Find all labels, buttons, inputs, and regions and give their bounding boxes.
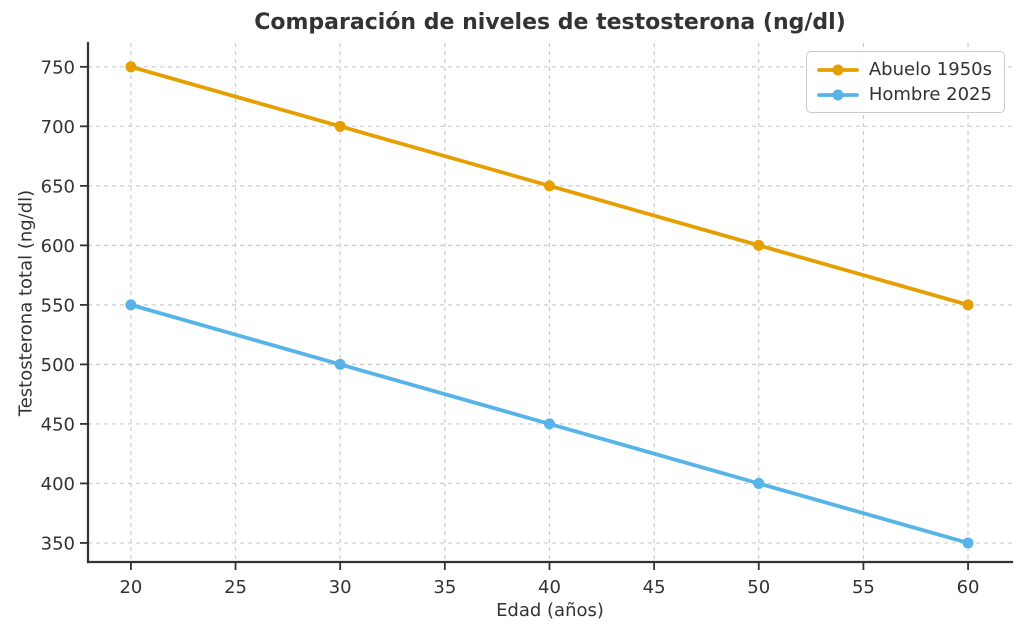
- legend-line-sample: [816, 89, 859, 100]
- legend-line-sample: [816, 64, 859, 75]
- x-axis-label: Edad (años): [496, 600, 604, 621]
- axis-ticks: 350 400 450 500 550 600 650 700 750 20 25 30 35 40 45 5…: [41, 57, 980, 598]
- x-tick-label: 40: [538, 577, 561, 598]
- y-tick-label: 350: [41, 533, 75, 554]
- legend: Abuelo 1950s Hombre 2025: [805, 51, 1005, 113]
- data-point-marker: [753, 477, 765, 489]
- data-series-layer: [125, 61, 974, 549]
- y-axis-label: Testosterona total (ng/dl): [15, 189, 37, 417]
- y-tick-label: 750: [41, 57, 75, 78]
- y-tick-label: 650: [41, 176, 75, 197]
- legend-sample-marker: [832, 64, 844, 75]
- x-tick-label: 60: [957, 577, 980, 598]
- x-tick-label: 50: [747, 577, 770, 598]
- data-point-marker: [125, 299, 137, 311]
- data-point-marker: [125, 61, 137, 73]
- legend-label: Hombre 2025: [868, 84, 992, 105]
- chart-title: Comparación de niveles de testosterona (…: [254, 10, 846, 35]
- y-tick-label: 550: [41, 295, 75, 316]
- data-point-marker: [962, 537, 974, 549]
- data-point-marker: [753, 239, 765, 251]
- x-tick-label: 45: [643, 577, 666, 598]
- x-tick-label: 20: [119, 577, 142, 598]
- x-tick-label: 25: [224, 577, 247, 598]
- y-tick-label: 500: [41, 355, 75, 376]
- legend-entry: Hombre 2025: [816, 84, 992, 105]
- y-tick-label: 450: [41, 414, 75, 435]
- data-point-marker: [543, 180, 555, 192]
- legend-entry: Abuelo 1950s: [816, 59, 992, 80]
- x-tick-label: 35: [433, 577, 456, 598]
- data-point-marker: [543, 418, 555, 430]
- legend-label: Abuelo 1950s: [868, 59, 992, 80]
- legend-sample-marker: [832, 89, 844, 100]
- data-point-marker: [962, 299, 974, 311]
- y-tick-label: 400: [41, 474, 75, 495]
- grid-layer: [88, 43, 1012, 562]
- y-tick-label: 600: [41, 236, 75, 257]
- y-tick-label: 700: [41, 117, 75, 138]
- data-point-marker: [334, 120, 346, 132]
- x-tick-label: 55: [852, 577, 875, 598]
- data-point-marker: [334, 358, 346, 370]
- x-tick-label: 30: [329, 577, 352, 598]
